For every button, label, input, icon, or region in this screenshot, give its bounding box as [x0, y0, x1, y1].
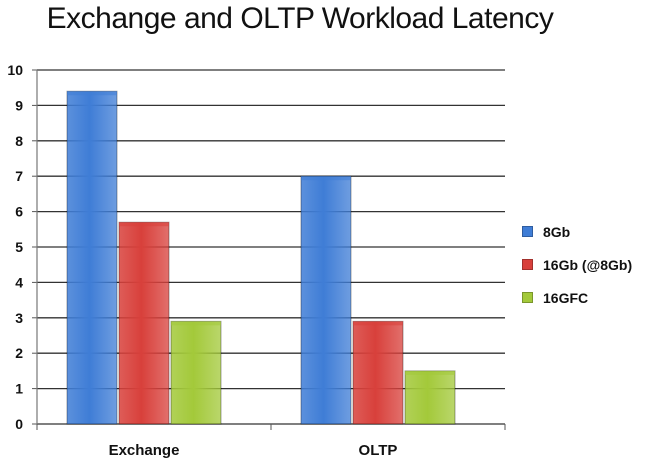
- y-tick-label: 5: [15, 239, 23, 255]
- legend-item-16gfc: 16GFC: [522, 281, 632, 314]
- x-tick-label: OLTP: [359, 442, 398, 458]
- legend-label: 8Gb: [543, 223, 571, 240]
- bar-exchange-series-2: [170, 320, 222, 425]
- x-axis: Exchange OLTP: [36, 424, 506, 458]
- legend: 8Gb 16Gb (@8Gb) 16GFC: [522, 215, 632, 314]
- y-tick-label: 1: [15, 381, 23, 397]
- bar-oltp-series-1: [352, 320, 404, 425]
- y-tick-label: 2: [15, 345, 23, 361]
- bar-top-highlight: [405, 370, 455, 375]
- x-tick-label: Exchange: [109, 442, 180, 458]
- y-axis: 0 1 2 3 4 5 6 7 8 9 10: [7, 62, 38, 432]
- y-tick-label: 0: [15, 416, 23, 432]
- legend-swatch: [522, 259, 533, 270]
- bar-top-highlight: [67, 91, 117, 96]
- legend-item-16gb-at-8gb: 16Gb (@8Gb): [522, 248, 632, 281]
- bar-oltp-series-2: [404, 370, 456, 425]
- bar-oltp-series-0: [300, 175, 352, 425]
- bar-top-highlight: [353, 321, 403, 326]
- bar-exchange-series-0: [66, 90, 118, 425]
- legend-label: 16Gb (@8Gb): [543, 256, 633, 273]
- bar-top-highlight: [171, 321, 221, 326]
- y-tick-label: 10: [7, 62, 23, 78]
- bar-top-highlight: [119, 222, 169, 227]
- bars: [66, 90, 456, 425]
- y-tick-label: 3: [15, 310, 23, 326]
- y-tick-label: 4: [15, 274, 23, 290]
- legend-swatch: [522, 226, 533, 237]
- y-tick-label: 7: [15, 168, 23, 184]
- y-tick-label: 9: [15, 97, 23, 113]
- bar-exchange-series-1: [118, 221, 170, 425]
- legend-swatch: [522, 292, 533, 303]
- bar-top-highlight: [301, 176, 351, 181]
- legend-label: 16GFC: [543, 289, 589, 306]
- y-tick-label: 6: [15, 204, 23, 220]
- chart-title: Exchange and OLTP Workload Latency: [46, 2, 554, 35]
- y-tick-label: 8: [15, 133, 23, 149]
- legend-item-8gb: 8Gb: [522, 215, 632, 248]
